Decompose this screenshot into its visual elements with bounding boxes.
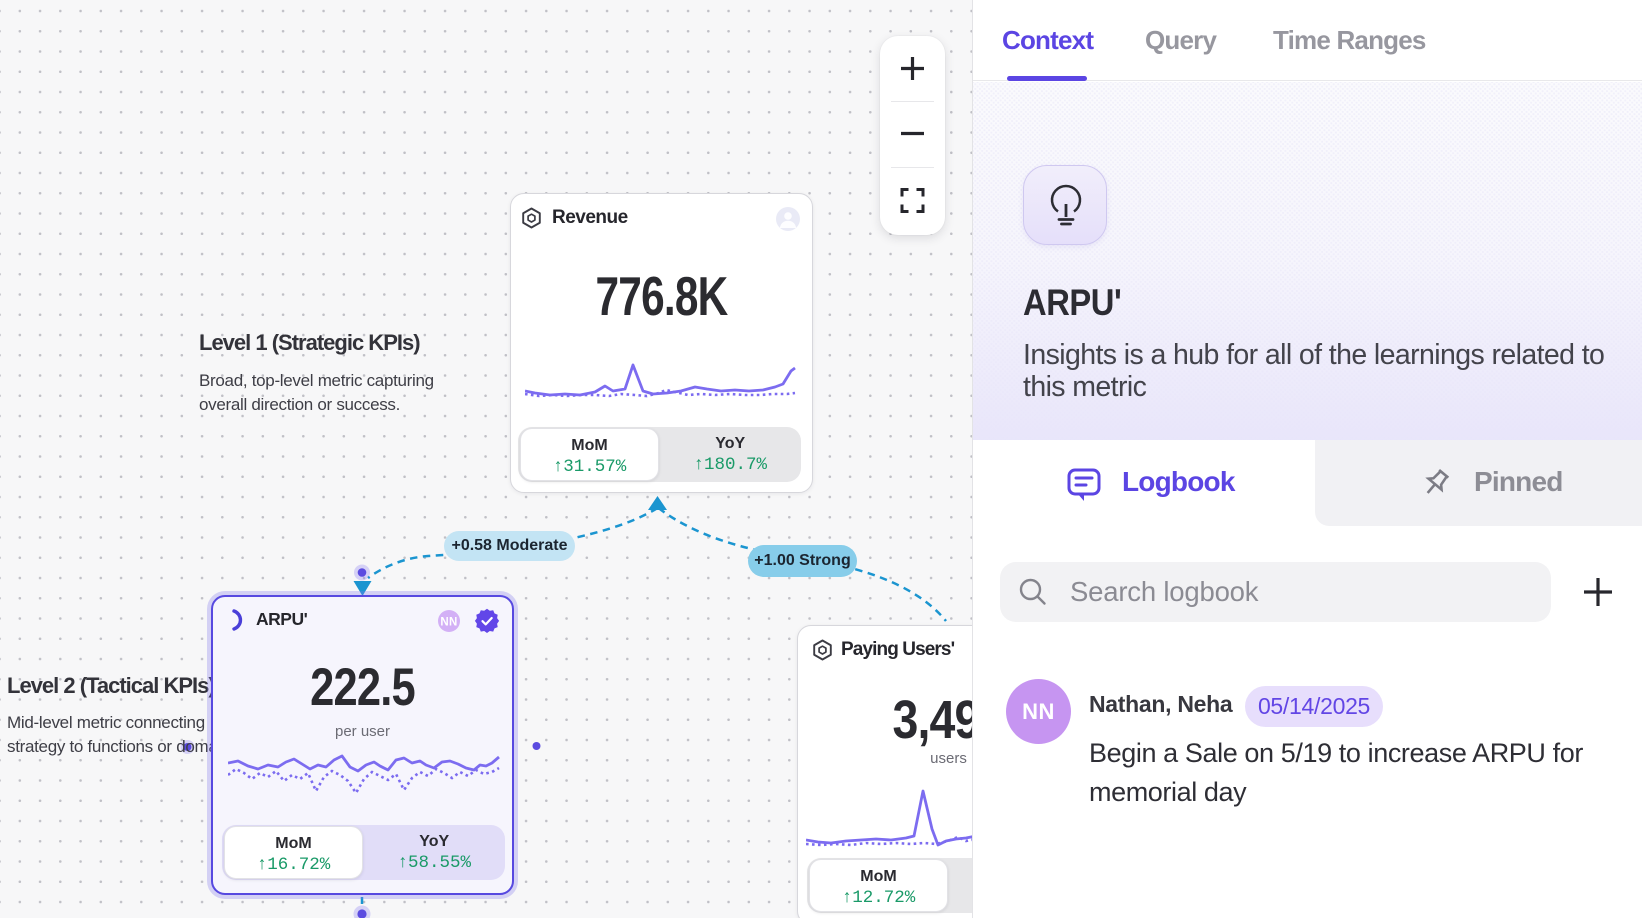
svg-text:NN: NN — [440, 617, 457, 629]
